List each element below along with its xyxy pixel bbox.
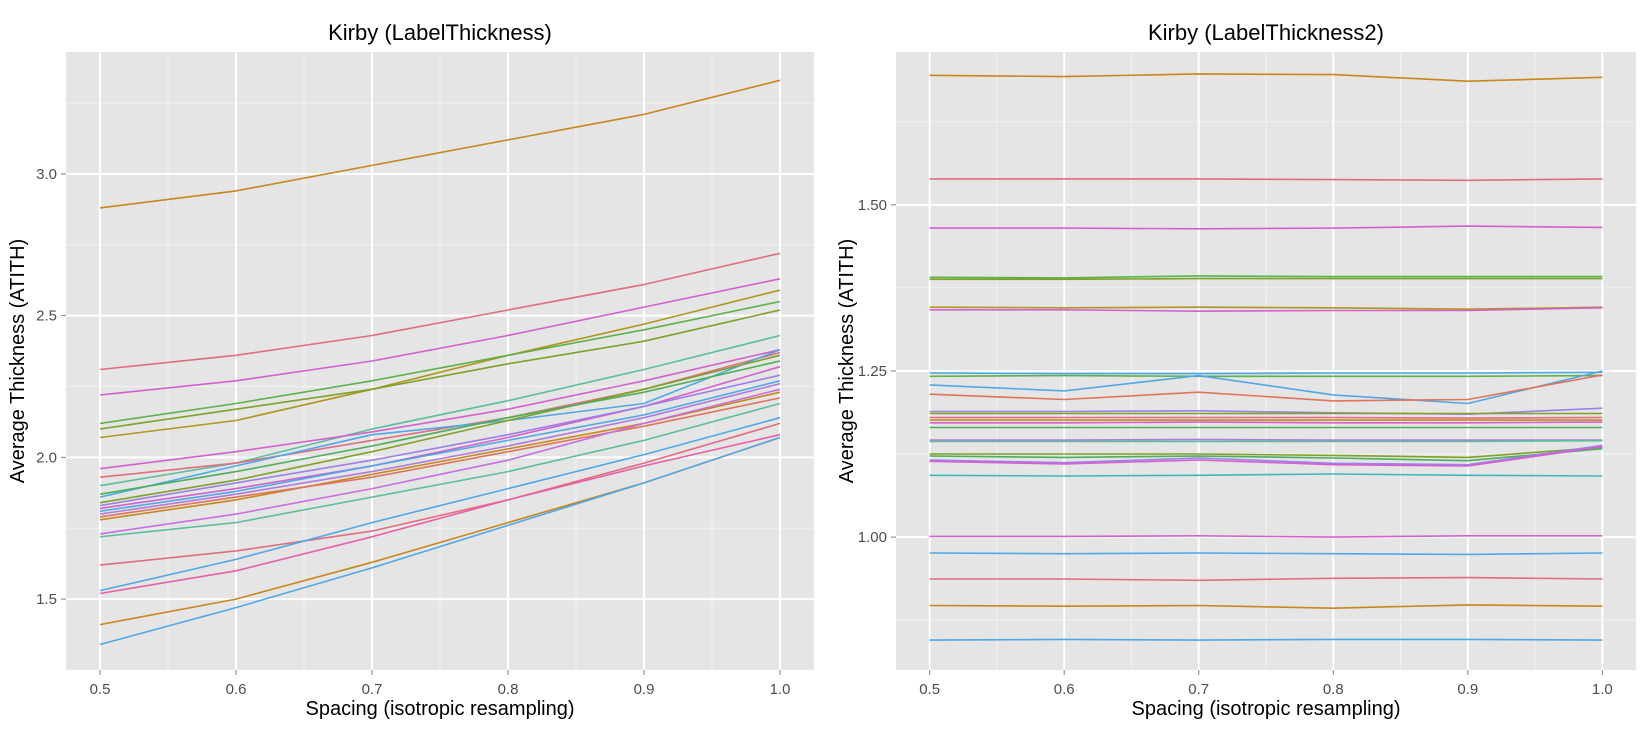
x-tick-label: 1.0: [770, 681, 791, 698]
chart-panel-1: 0.5 0.6 0.7 0.8 0.9 1.0 1.5 2.0 2.5 3.0 Kirby (Lab…: [7, 20, 814, 720]
y-tick-label: 1.5: [36, 591, 57, 608]
y-tick-label: 2.5: [36, 308, 57, 325]
series-line-16: [929, 421, 1603, 424]
series-line-20: [929, 446, 1603, 459]
series-line-26: [929, 552, 1603, 556]
series-line-27: [929, 576, 1603, 582]
y-tick-label: 2.0: [36, 449, 57, 466]
series-line-11: [929, 374, 1603, 402]
y-tick-label: 1.50: [858, 197, 887, 214]
series-line-6: [929, 306, 1603, 311]
series-line-8: [929, 371, 1603, 375]
series-line-14: [99, 374, 781, 507]
series-line-22: [929, 444, 1603, 466]
x-axis-label: Spacing (isotropic resampling): [1131, 698, 1400, 720]
series-line-2: [929, 178, 1603, 182]
series-line-20: [99, 388, 781, 535]
y-axis-label: Average Thickness (ATITH): [7, 239, 29, 484]
x-tick-label: 0.6: [226, 681, 247, 698]
series-line-23: [929, 445, 1603, 467]
series-line-1: [929, 73, 1603, 82]
chart-panel-2: 0.5 0.6 0.7 0.8 0.9 1.0 1.00 1.25 1.50 Kirby (Lab…: [836, 20, 1636, 720]
y-tick-label: 1.00: [858, 529, 887, 546]
y-tick-label: 3.0: [36, 166, 57, 183]
series-line-25: [929, 534, 1603, 538]
x-tick-label: 0.9: [634, 681, 655, 698]
series-line-5: [99, 300, 781, 425]
series-line-4: [99, 289, 781, 439]
x-tick-label: 0.7: [1188, 681, 1209, 698]
series-line-21: [929, 447, 1603, 462]
series-line-12: [99, 360, 781, 495]
series-line-14: [929, 416, 1603, 419]
x-tick-label: 0.7: [362, 681, 383, 698]
series-line-2: [99, 252, 781, 371]
series-line-21: [99, 422, 781, 566]
chart-title: Kirby (LabelThickness): [328, 20, 552, 45]
series-line-9: [929, 374, 1603, 378]
series-line-11: [99, 354, 781, 504]
series-line-7: [99, 334, 781, 487]
series-line-7: [929, 307, 1603, 313]
x-tick-label: 0.9: [1457, 681, 1478, 698]
x-tick-label: 0.6: [1054, 681, 1075, 698]
series-line-16: [99, 382, 781, 515]
series-line-8: [99, 348, 781, 470]
y-tick-label: 1.25: [858, 363, 887, 380]
x-tick-label: 0.8: [1323, 681, 1344, 698]
series-line-18: [929, 438, 1603, 441]
series-line-19: [99, 402, 781, 538]
series-line-13: [99, 365, 781, 510]
series-line-25: [99, 436, 781, 646]
series-line-29: [929, 638, 1603, 641]
x-tick-label: 0.8: [498, 681, 519, 698]
series-line-23: [99, 433, 781, 595]
series-line-24: [929, 473, 1603, 477]
series-line-10: [99, 348, 781, 498]
series-line-6: [99, 309, 781, 430]
series-line-28: [929, 604, 1603, 610]
series-line-18: [99, 397, 781, 518]
series-line-5: [929, 277, 1603, 281]
series-line-1: [99, 79, 781, 209]
series-line-3: [929, 225, 1603, 230]
chart-title: Kirby (LabelThickness2): [1148, 20, 1384, 45]
series-line-10: [929, 370, 1603, 405]
series-line-22: [99, 416, 781, 592]
y-axis-label: Average Thickness (ATITH): [836, 239, 858, 484]
series-line-4: [929, 275, 1603, 279]
x-tick-label: 1.0: [1592, 681, 1613, 698]
series-line-15: [99, 380, 781, 512]
x-axis-label: Spacing (isotropic resampling): [305, 698, 574, 720]
x-tick-label: 0.5: [90, 681, 111, 698]
series-line-3: [99, 278, 781, 396]
x-tick-label: 0.5: [919, 681, 940, 698]
series-line-19: [929, 439, 1603, 443]
